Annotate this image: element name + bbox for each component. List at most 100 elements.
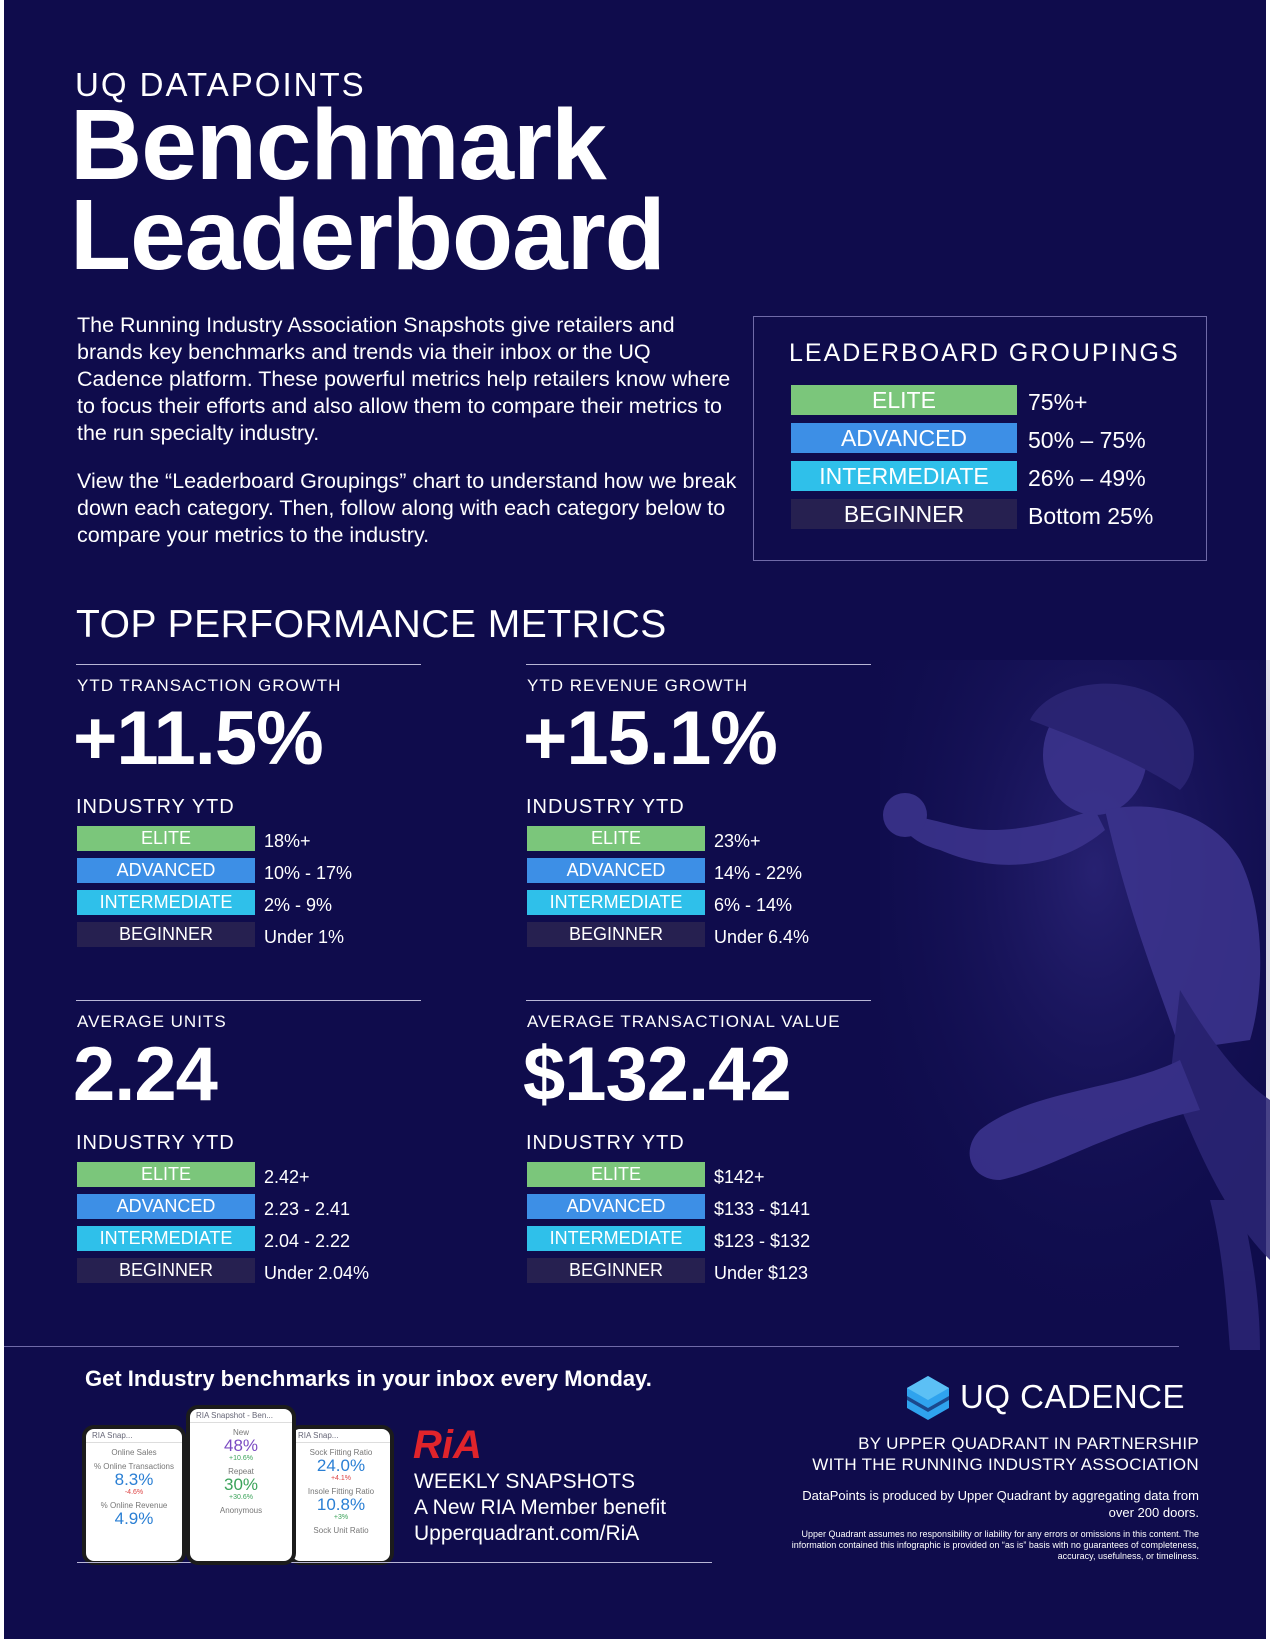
- tier-advanced: ADVANCED $133 - $141: [527, 1194, 872, 1219]
- grouping-row-beginner: BEGINNER Bottom 25%: [791, 499, 1191, 529]
- tier-pill-elite: ELITE: [527, 826, 705, 851]
- tier-pill-advanced: ADVANCED: [527, 858, 705, 883]
- phone-left-label2: % Online Transactions: [93, 1462, 175, 1471]
- phone-center-label3: Anonymous: [219, 1506, 263, 1515]
- uq-cadence-brand: UQ CADENCE: [905, 1372, 1200, 1422]
- grouping-pill-elite: ELITE: [791, 385, 1017, 415]
- tier-value-advanced: 14% - 22%: [714, 863, 803, 883]
- industry-ytd-label: INDUSTRY YTD: [76, 796, 235, 818]
- grouping-pill-advanced: ADVANCED: [791, 423, 1017, 453]
- tier-value-intermediate: $123 - $132: [714, 1231, 811, 1251]
- industry-ytd-label: INDUSTRY YTD: [526, 796, 685, 818]
- phone-center-label2: Repeat: [228, 1467, 254, 1476]
- partnership-text: BY UPPER QUADRANT IN PARTNERSHIP WITH TH…: [812, 1433, 1199, 1475]
- phone-center-title: RIA Snapshot - Ben...: [190, 1409, 292, 1423]
- phone-center-value2: 30%: [223, 1475, 259, 1494]
- footer-bottom-divider: [77, 1562, 712, 1563]
- metric-value: +11.5%: [73, 696, 324, 781]
- tier-beginner: BEGINNER Under 2.04%: [77, 1258, 422, 1283]
- tier-intermediate: INTERMEDIATE 6% - 14%: [527, 890, 872, 915]
- page-edge-left: [0, 0, 4, 1639]
- ria-logo: RiA: [413, 1425, 482, 1463]
- industry-ytd-label: INDUSTRY YTD: [526, 1132, 685, 1154]
- phone-screenshots: RIA Snap... Online Sales % Online Transa…: [82, 1405, 394, 1565]
- metric-label: YTD TRANSACTION GROWTH: [77, 676, 342, 695]
- metric-value: 2.24: [73, 1032, 218, 1117]
- section-title: TOP PERFORMANCE METRICS: [76, 603, 667, 646]
- grouping-pill-beginner: BEGINNER: [791, 499, 1017, 529]
- ria-snapshot-info: WEEKLY SNAPSHOTS A New RIA Member benefi…: [414, 1469, 666, 1547]
- tier-intermediate: INTERMEDIATE 2.04 - 2.22: [77, 1226, 422, 1251]
- grouping-value-elite: 75%+: [1028, 389, 1088, 415]
- grouping-row-elite: ELITE 75%+: [791, 385, 1191, 415]
- phone-right-label1: Sock Fitting Ratio: [309, 1448, 373, 1457]
- tier-pill-beginner: BEGINNER: [77, 1258, 255, 1283]
- page-title-line2: Leaderboard: [70, 179, 666, 291]
- ria-logo-text: RiA: [413, 1425, 482, 1463]
- tier-elite: ELITE 2.42+: [77, 1162, 422, 1187]
- metric-label: YTD REVENUE GROWTH: [527, 676, 749, 695]
- metric-value: $132.42: [523, 1032, 792, 1117]
- phone-left-delta2: -4.6%: [124, 1489, 144, 1496]
- grouping-row-advanced: ADVANCED 50% – 75%: [791, 423, 1191, 453]
- tier-value-intermediate: 2% - 9%: [264, 895, 333, 915]
- ria-line2: A New RIA Member benefit: [414, 1496, 667, 1519]
- phone-left: RIA Snap... Online Sales % Online Transa…: [82, 1425, 186, 1565]
- tier-advanced: ADVANCED 10% - 17%: [77, 858, 422, 883]
- tier-value-beginner: Under $123: [714, 1263, 809, 1283]
- ria-line1: WEEKLY SNAPSHOTS: [414, 1470, 635, 1493]
- tier-beginner: BEGINNER Under 6.4%: [527, 922, 872, 947]
- tier-pill-intermediate: INTERMEDIATE: [527, 890, 705, 915]
- grouping-value-beginner: Bottom 25%: [1028, 503, 1154, 529]
- phone-right-value2: 10.8%: [316, 1495, 366, 1514]
- grouping-pill-intermediate: INTERMEDIATE: [791, 461, 1017, 491]
- tier-advanced: ADVANCED 2.23 - 2.41: [77, 1194, 422, 1219]
- brand-name: UQ CADENCE: [960, 1378, 1186, 1415]
- intro-paragraph-1: The Running Industry Association Snapsho…: [77, 313, 731, 445]
- phone-left-label1: Online Sales: [111, 1448, 157, 1457]
- metric-divider: [526, 1000, 871, 1001]
- footer-cta: Get Industry benchmarks in your inbox ev…: [85, 1366, 652, 1391]
- disclaimer: Upper Quadrant assumes no responsibility…: [791, 1529, 1199, 1561]
- tier-pill-beginner: BEGINNER: [527, 1258, 705, 1283]
- ria-line3: Upperquadrant.com/RiA: [414, 1522, 640, 1545]
- tier-advanced: ADVANCED 14% - 22%: [527, 858, 872, 883]
- eyebrow-label: UQ DATAPOINTS: [75, 66, 366, 103]
- phone-center-delta2: +30.6%: [229, 1494, 253, 1501]
- groupings-title: LEADERBOARD GROUPINGS: [789, 339, 1180, 367]
- tier-elite: ELITE $142+: [527, 1162, 872, 1187]
- produced-note: DataPoints is produced by Upper Quadrant…: [802, 1488, 1199, 1520]
- phone-right-title: RIA Snap...: [292, 1429, 390, 1443]
- tier-value-intermediate: 6% - 14%: [714, 895, 793, 915]
- phone-right-label3: Sock Unit Ratio: [313, 1526, 369, 1535]
- runner-image: [880, 660, 1270, 1360]
- phone-center-label1: New: [232, 1428, 249, 1437]
- page-title-line1: Benchmark: [70, 89, 607, 201]
- metric-label: AVERAGE TRANSACTIONAL VALUE: [527, 1012, 841, 1031]
- phone-left-value3: 4.9%: [114, 1509, 154, 1528]
- tier-beginner: BEGINNER Under $123: [527, 1258, 872, 1283]
- metric-divider: [526, 664, 871, 665]
- tier-value-beginner: Under 6.4%: [714, 927, 810, 947]
- grouping-value-advanced: 50% – 75%: [1028, 427, 1146, 453]
- tier-beginner: BEGINNER Under 1%: [77, 922, 422, 947]
- tier-pill-elite: ELITE: [77, 1162, 255, 1187]
- tier-intermediate: INTERMEDIATE 2% - 9%: [77, 890, 422, 915]
- tier-value-advanced: $133 - $141: [714, 1199, 811, 1219]
- phone-center-delta1: +10.6%: [229, 1455, 253, 1462]
- grouping-row-intermediate: INTERMEDIATE 26% – 49%: [791, 461, 1191, 491]
- intro-text: The Running Industry Association Snapsho…: [77, 312, 737, 549]
- grouping-value-intermediate: 26% – 49%: [1028, 465, 1146, 491]
- tier-pill-advanced: ADVANCED: [77, 1194, 255, 1219]
- tier-pill-intermediate: INTERMEDIATE: [77, 1226, 255, 1251]
- page-title: Benchmark Leaderboard: [70, 89, 666, 291]
- tier-elite: ELITE 18%+: [77, 826, 422, 851]
- tier-value-advanced: 2.23 - 2.41: [264, 1199, 351, 1219]
- phone-center: RIA Snapshot - Ben... New 48% +10.6% Rep…: [186, 1405, 296, 1565]
- phone-right: RIA Snap... Sock Fitting Ratio 24.0% +4.…: [288, 1425, 394, 1565]
- phone-left-title: RIA Snap...: [86, 1429, 182, 1443]
- tier-value-elite: 23%+: [714, 831, 761, 851]
- metric-divider: [76, 664, 421, 665]
- phone-left-label3: % Online Revenue: [100, 1501, 168, 1510]
